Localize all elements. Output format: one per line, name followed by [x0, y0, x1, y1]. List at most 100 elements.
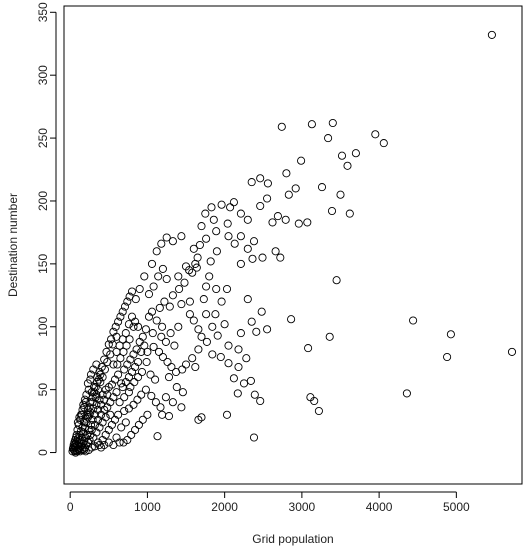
- x-tick-label: 2000: [211, 500, 238, 514]
- data-point: [247, 317, 256, 326]
- x-tick-label: 3000: [289, 500, 316, 514]
- data-point: [85, 410, 94, 419]
- data-point: [95, 440, 104, 450]
- data-point: [83, 410, 92, 419]
- data-point: [104, 438, 113, 447]
- data-point: [409, 316, 418, 325]
- data-point: [281, 215, 290, 224]
- data-point: [148, 329, 157, 338]
- data-point: [86, 375, 95, 384]
- data-point: [256, 174, 265, 183]
- data-point: [249, 433, 259, 442]
- data-point: [247, 178, 256, 187]
- data-point: [208, 322, 217, 331]
- data-point: [178, 388, 187, 397]
- data-point: [199, 295, 208, 304]
- data-point: [180, 278, 189, 287]
- data-point: [149, 282, 158, 291]
- data-point: [86, 398, 95, 407]
- data-point: [234, 345, 243, 354]
- data-point: [327, 206, 337, 216]
- data-point: [88, 393, 97, 402]
- data-point: [209, 215, 218, 224]
- data-point: [234, 362, 243, 372]
- y-tick-label: 0: [36, 449, 50, 456]
- data-point: [177, 300, 186, 309]
- data-point: [213, 331, 222, 340]
- data-point: [76, 447, 85, 456]
- data-point: [162, 274, 171, 284]
- data-point: [336, 190, 345, 199]
- data-point: [236, 232, 245, 241]
- data-point: [194, 415, 203, 424]
- data-point: [168, 398, 177, 407]
- data-point: [141, 385, 150, 394]
- data-point: [144, 312, 154, 321]
- data-point: [160, 297, 169, 306]
- data-point: [249, 237, 259, 246]
- data-point: [111, 322, 120, 331]
- data-point: [137, 347, 146, 356]
- data-point: [94, 375, 103, 384]
- data-point: [303, 218, 312, 227]
- data-point: [116, 354, 125, 363]
- data-point: [80, 395, 89, 404]
- data-point: [134, 373, 143, 382]
- data-point: [263, 179, 272, 188]
- data-point: [273, 212, 282, 221]
- data-point: [202, 337, 211, 346]
- data-point: [202, 310, 211, 319]
- data-point: [107, 335, 116, 344]
- y-tick-label: 250: [36, 128, 50, 148]
- data-point: [120, 406, 129, 416]
- y-tick-label: 50: [36, 383, 50, 397]
- data-point: [90, 388, 99, 397]
- data-point: [236, 329, 245, 338]
- data-point: [222, 410, 232, 419]
- data-point: [119, 347, 128, 356]
- data-point: [220, 320, 229, 329]
- data-point: [291, 184, 300, 193]
- data-point: [87, 388, 96, 397]
- data-point: [229, 198, 238, 207]
- data-point: [120, 393, 129, 402]
- x-tick-label: 4000: [366, 500, 393, 514]
- data-point: [161, 393, 170, 402]
- data-point: [284, 190, 293, 199]
- data-point: [171, 367, 181, 377]
- data-point: [130, 378, 139, 387]
- data-point: [212, 227, 221, 236]
- data-point: [69, 440, 78, 450]
- data-point: [109, 327, 118, 336]
- data-point: [127, 287, 137, 296]
- data-point: [142, 357, 151, 367]
- data-point: [239, 379, 249, 388]
- data-point: [268, 218, 277, 227]
- data-point: [243, 244, 252, 253]
- data-point: [161, 337, 170, 346]
- data-point: [100, 440, 109, 450]
- data-point: [212, 247, 221, 256]
- data-point: [121, 418, 130, 427]
- data-point: [263, 325, 272, 334]
- data-point: [287, 315, 296, 324]
- data-point: [75, 413, 84, 422]
- data-point: [337, 151, 347, 160]
- data-point: [140, 272, 149, 281]
- data-point: [233, 389, 242, 398]
- data-point: [224, 359, 233, 368]
- data-point: [104, 340, 113, 349]
- data-point: [124, 404, 133, 413]
- data-point: [138, 415, 147, 424]
- data-point: [189, 316, 198, 325]
- data-point: [158, 410, 167, 419]
- data-point: [158, 352, 167, 362]
- data-point: [224, 232, 233, 241]
- data-point: [243, 215, 252, 224]
- data-point: [124, 388, 133, 397]
- data-point: [258, 253, 267, 262]
- data-point: [79, 400, 88, 409]
- data-point: [131, 295, 140, 304]
- data-point: [86, 370, 96, 379]
